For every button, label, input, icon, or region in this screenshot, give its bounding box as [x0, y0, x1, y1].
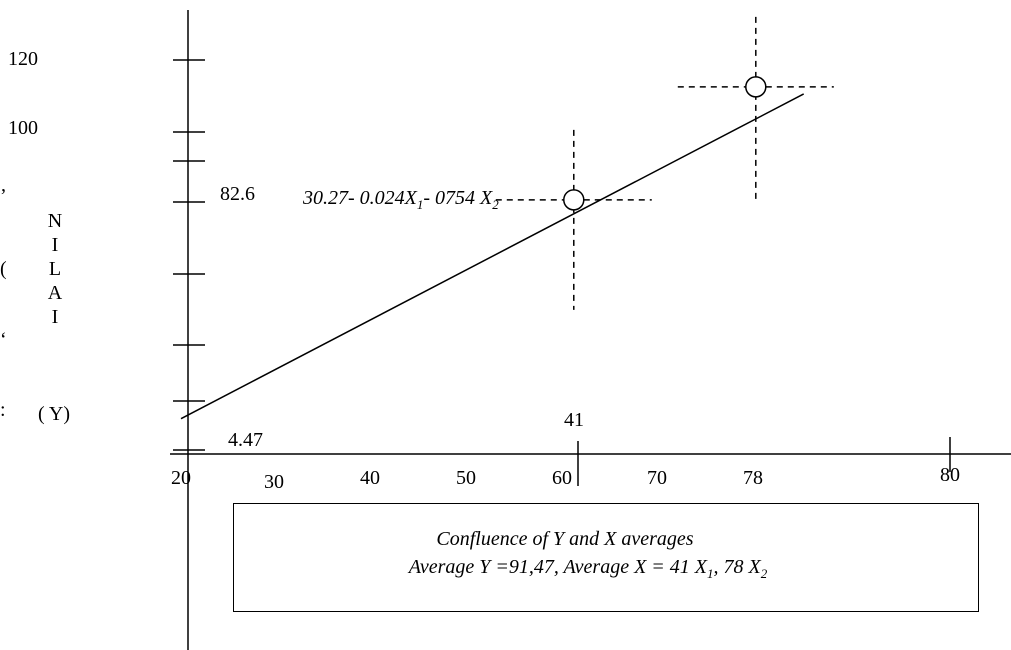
y-tick-label-120: 120 — [8, 48, 38, 70]
edge-fragment: ( — [0, 258, 7, 280]
legend-box: Confluence of Y and X averages Average Y… — [233, 503, 979, 612]
edge-fragment: ’ — [0, 185, 7, 207]
equation-sub-a: 1 — [416, 197, 424, 212]
average-point — [677, 16, 834, 202]
regression-line — [180, 93, 805, 420]
legend-line-2: Average Y =91,47, Average X = 41 X1, 78 … — [234, 556, 942, 582]
x-tick-label-78: 78 — [743, 467, 763, 489]
y-ticks — [173, 59, 205, 451]
y-label-suffix: ( Y) — [38, 403, 71, 425]
x-tick-label-20: 20 — [171, 467, 191, 489]
average-points — [495, 16, 834, 310]
legend-line-1: Confluence of Y and X averages — [436, 528, 694, 550]
equation-sub-b: 2 — [492, 197, 499, 212]
legend-line-2-part-a: Average Y =91,47, Average X = 41 X — [408, 556, 708, 578]
regression-equation: 30.27- 0.024X1- 0754 X2 — [303, 188, 499, 211]
legend-line-2-part-b: , 78 X — [713, 556, 761, 578]
x-tick-label-70: 70 — [647, 467, 667, 489]
equation-part-a: 30.27- 0.024X — [303, 187, 417, 209]
y-tick-label-100: 100 — [8, 117, 38, 139]
point-marker — [745, 76, 767, 98]
y-label-letter: L — [48, 258, 62, 280]
average-point — [495, 129, 652, 310]
x-tick-label-50: 50 — [456, 467, 476, 489]
x-tick-label-30: 30 — [264, 471, 284, 493]
y-label-letter: I — [51, 306, 59, 328]
point-marker — [563, 189, 585, 211]
y-intercept-label: 4.47 — [228, 429, 263, 451]
y-label-letter: N — [47, 210, 63, 232]
y-mark-label: 82.6 — [220, 183, 255, 205]
x-tick-label-40: 40 — [360, 467, 380, 489]
edge-fragment: ‘ — [0, 329, 7, 351]
x-tick-label-80: 80 — [940, 464, 960, 486]
x-tick-label-60: 60 — [552, 467, 572, 489]
edge-fragment: : — [0, 399, 6, 421]
legend-sub-2: 2 — [760, 566, 768, 581]
equation-part-b: - 0754 X — [423, 187, 493, 209]
y-label-letter: A — [47, 282, 63, 304]
y-label-letter: I — [51, 234, 59, 256]
x-ticks — [577, 437, 951, 486]
legend-sub-1: 1 — [707, 566, 714, 581]
x-mark-label: 41 — [564, 409, 584, 431]
